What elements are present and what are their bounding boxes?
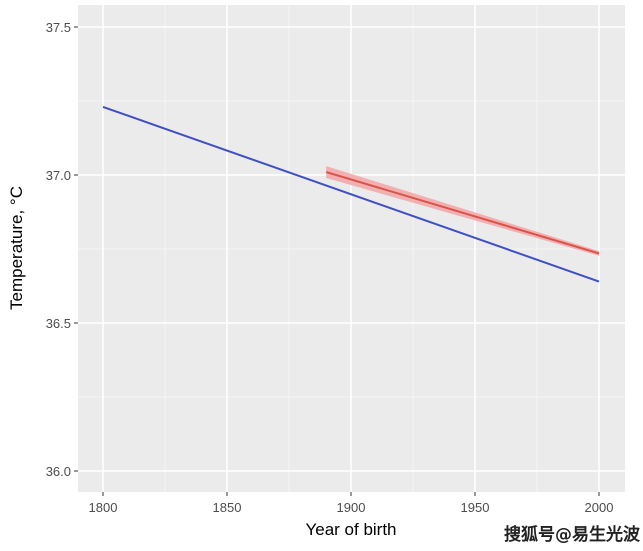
y-tick-label: 37.0	[46, 168, 71, 183]
x-axis-label: Year of birth	[305, 520, 396, 539]
red-series-line	[325, 171, 600, 255]
y-axis-label: Temperature, °C	[7, 186, 26, 310]
x-tick-label: 1950	[461, 500, 490, 515]
watermark: 搜狐号@易生光波	[504, 525, 640, 545]
blue-series-line	[102, 105, 600, 283]
y-tick-label: 37.5	[46, 20, 71, 35]
x-tick-label: 1900	[337, 500, 366, 515]
x-tick-label: 1850	[213, 500, 242, 515]
y-tick-label: 36.5	[46, 316, 71, 331]
y-tick-label: 36.0	[46, 464, 71, 479]
x-tick-label: 1800	[89, 500, 118, 515]
x-tick-label: 2000	[585, 500, 614, 515]
